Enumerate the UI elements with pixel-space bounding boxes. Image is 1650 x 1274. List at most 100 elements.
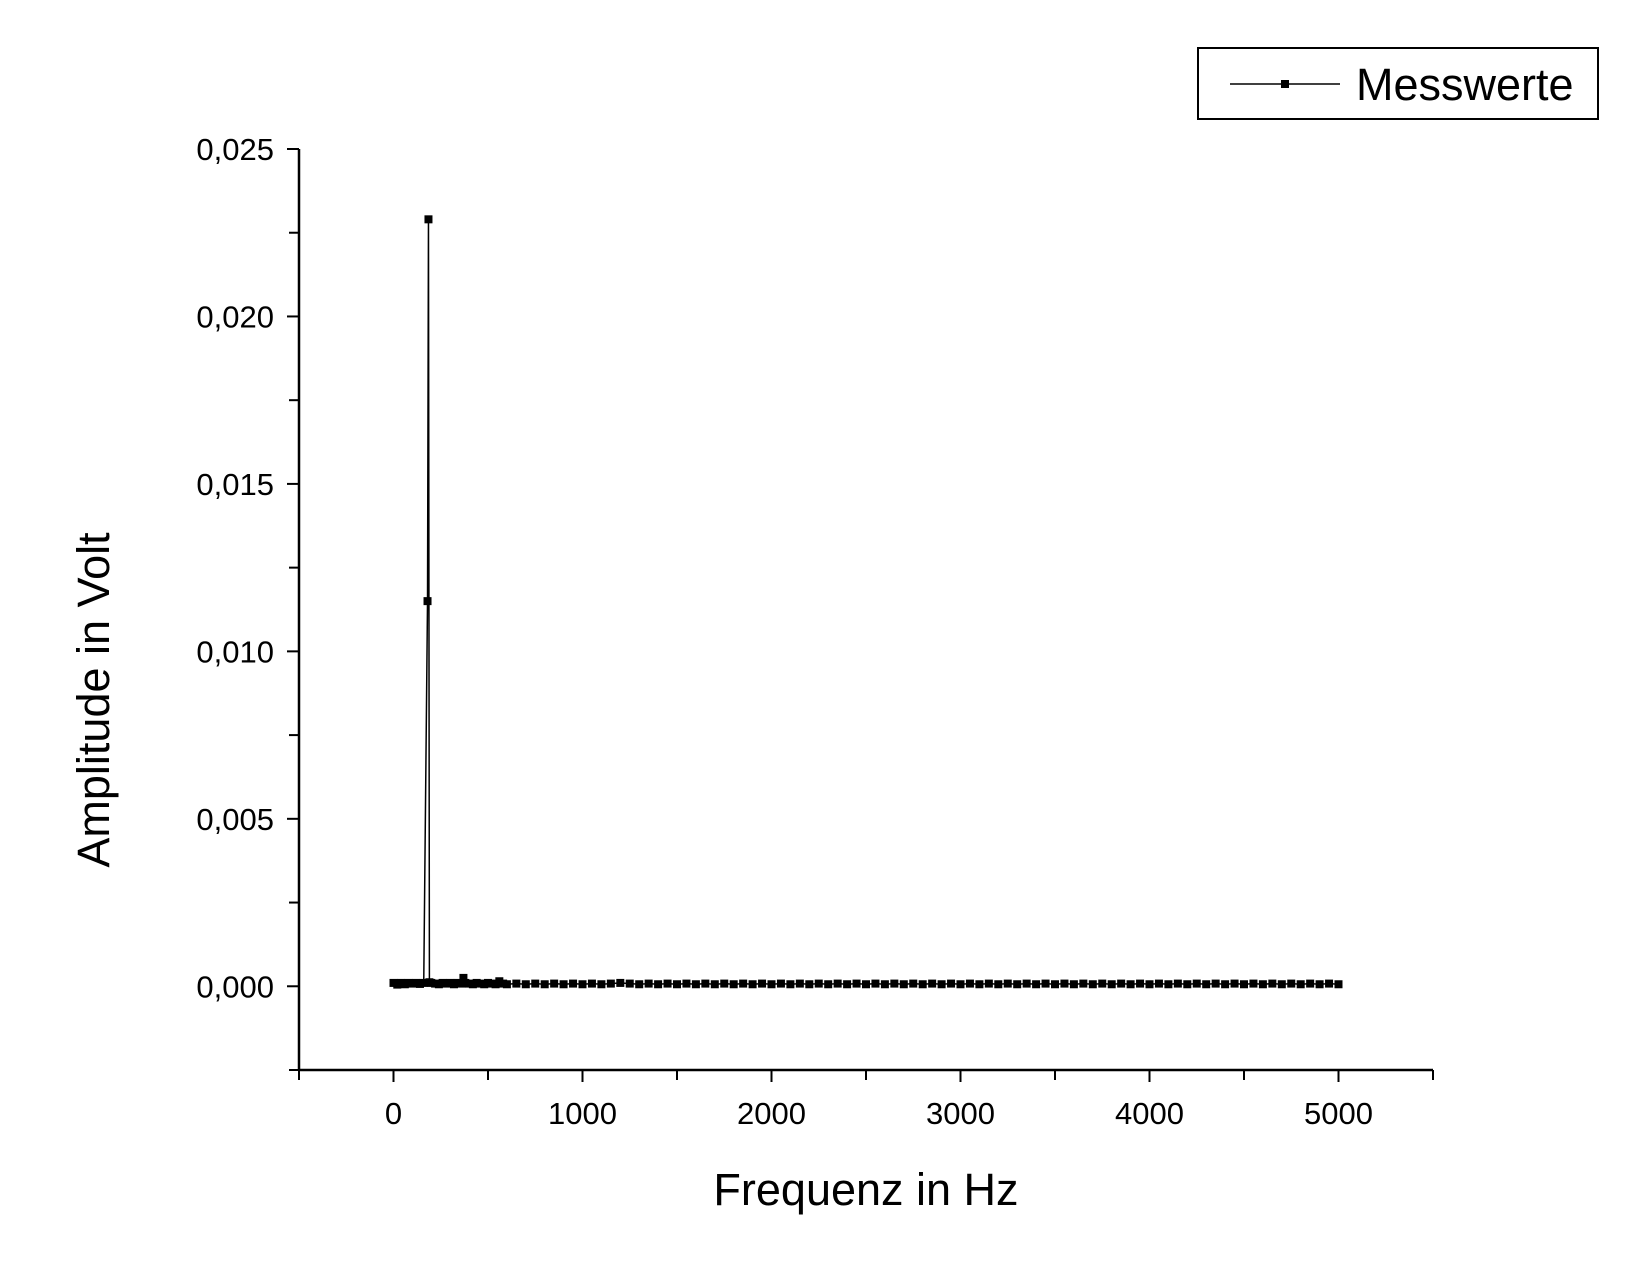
data-point bbox=[1136, 979, 1145, 988]
axes bbox=[297, 149, 1433, 1072]
legend: Messwerte bbox=[1197, 47, 1599, 120]
x-tick-label: 1000 bbox=[548, 1096, 617, 1131]
data-point bbox=[805, 980, 814, 989]
data-point bbox=[880, 980, 889, 989]
data-point bbox=[569, 979, 578, 988]
data-point bbox=[540, 980, 549, 989]
data-point bbox=[1258, 980, 1267, 989]
x-axis-ticks: 0 1000 2000 3000 4000 5000 bbox=[298, 1070, 1434, 1131]
data-point bbox=[984, 979, 993, 988]
data-point bbox=[814, 979, 823, 988]
data-point bbox=[1296, 980, 1305, 989]
y-tick-label: 0,000 bbox=[196, 969, 274, 1004]
data-point bbox=[947, 979, 956, 988]
data-point bbox=[899, 980, 908, 989]
data-point bbox=[682, 979, 691, 988]
data-point bbox=[720, 979, 729, 988]
data-point bbox=[739, 979, 748, 988]
data-point bbox=[871, 979, 880, 988]
x-tick-label: 5000 bbox=[1304, 1096, 1373, 1131]
x-tick-label: 3000 bbox=[926, 1096, 995, 1131]
data-point bbox=[937, 980, 946, 989]
data-point bbox=[1211, 979, 1220, 988]
data-point bbox=[701, 979, 710, 988]
data-point bbox=[918, 980, 927, 989]
data-point bbox=[795, 979, 804, 988]
series-line bbox=[393, 219, 1339, 986]
data-point bbox=[1117, 979, 1126, 988]
data-point bbox=[824, 980, 833, 989]
data-point bbox=[673, 980, 681, 989]
data-point bbox=[1051, 980, 1059, 989]
data-point bbox=[852, 979, 861, 988]
data-point bbox=[1173, 979, 1182, 988]
y-axis-title: Amplitude in Volt bbox=[68, 532, 119, 868]
data-point bbox=[459, 973, 468, 982]
data-point bbox=[843, 980, 852, 989]
data-point bbox=[1088, 980, 1097, 989]
data-point bbox=[1277, 980, 1286, 989]
data-point bbox=[1032, 980, 1041, 989]
data-point bbox=[616, 978, 625, 987]
data-point bbox=[956, 980, 965, 989]
data-point bbox=[550, 979, 559, 988]
data-point bbox=[748, 980, 757, 989]
data-point bbox=[521, 980, 530, 989]
data-point bbox=[423, 597, 432, 606]
data-point bbox=[909, 979, 918, 988]
data-point bbox=[1192, 979, 1201, 988]
data-point bbox=[1098, 979, 1107, 988]
data-point bbox=[531, 979, 540, 988]
x-tick-label: 4000 bbox=[1115, 1096, 1184, 1131]
data-point bbox=[758, 979, 767, 988]
data-point bbox=[965, 979, 974, 988]
data-point bbox=[890, 979, 899, 988]
x-tick-label: 0 bbox=[385, 1096, 402, 1131]
data-point bbox=[1325, 979, 1334, 988]
data-point bbox=[710, 980, 719, 989]
data-point bbox=[654, 980, 663, 989]
data-point bbox=[862, 980, 870, 989]
series-messwerte bbox=[389, 215, 1343, 989]
data-point bbox=[767, 980, 776, 989]
data-point bbox=[1183, 980, 1192, 989]
data-point bbox=[786, 980, 795, 989]
data-point bbox=[644, 979, 653, 988]
data-point bbox=[1041, 979, 1050, 988]
data-point bbox=[502, 980, 511, 989]
data-point bbox=[776, 979, 785, 988]
data-point bbox=[1154, 979, 1163, 988]
y-tick-label: 0,015 bbox=[196, 467, 274, 502]
legend-marker bbox=[1281, 80, 1289, 88]
data-point bbox=[597, 980, 606, 989]
y-tick-label: 0,010 bbox=[196, 634, 274, 669]
data-point bbox=[625, 979, 634, 988]
data-point bbox=[1022, 979, 1031, 988]
data-point bbox=[1060, 979, 1069, 988]
data-point bbox=[559, 980, 568, 989]
data-point bbox=[975, 980, 984, 989]
data-point bbox=[1069, 980, 1078, 989]
data-point bbox=[606, 979, 615, 988]
data-point bbox=[729, 980, 738, 989]
data-point bbox=[424, 215, 433, 224]
data-point bbox=[1240, 980, 1248, 989]
data-point bbox=[1003, 979, 1012, 988]
data-point bbox=[1221, 980, 1230, 989]
y-tick-label: 0,025 bbox=[196, 132, 274, 167]
data-point bbox=[1334, 980, 1343, 989]
data-point bbox=[833, 979, 842, 988]
data-point bbox=[1202, 980, 1211, 989]
data-point bbox=[1230, 979, 1239, 988]
data-point bbox=[1164, 980, 1173, 989]
data-point bbox=[1249, 979, 1258, 988]
data-point bbox=[1268, 979, 1277, 988]
x-axis-title: Frequenz in Hz bbox=[713, 1164, 1018, 1215]
data-point bbox=[691, 980, 700, 989]
data-point bbox=[1287, 979, 1296, 988]
x-tick-label: 2000 bbox=[737, 1096, 806, 1131]
data-point bbox=[1013, 980, 1022, 989]
data-point bbox=[587, 979, 596, 988]
legend-label: Messwerte bbox=[1356, 59, 1574, 110]
